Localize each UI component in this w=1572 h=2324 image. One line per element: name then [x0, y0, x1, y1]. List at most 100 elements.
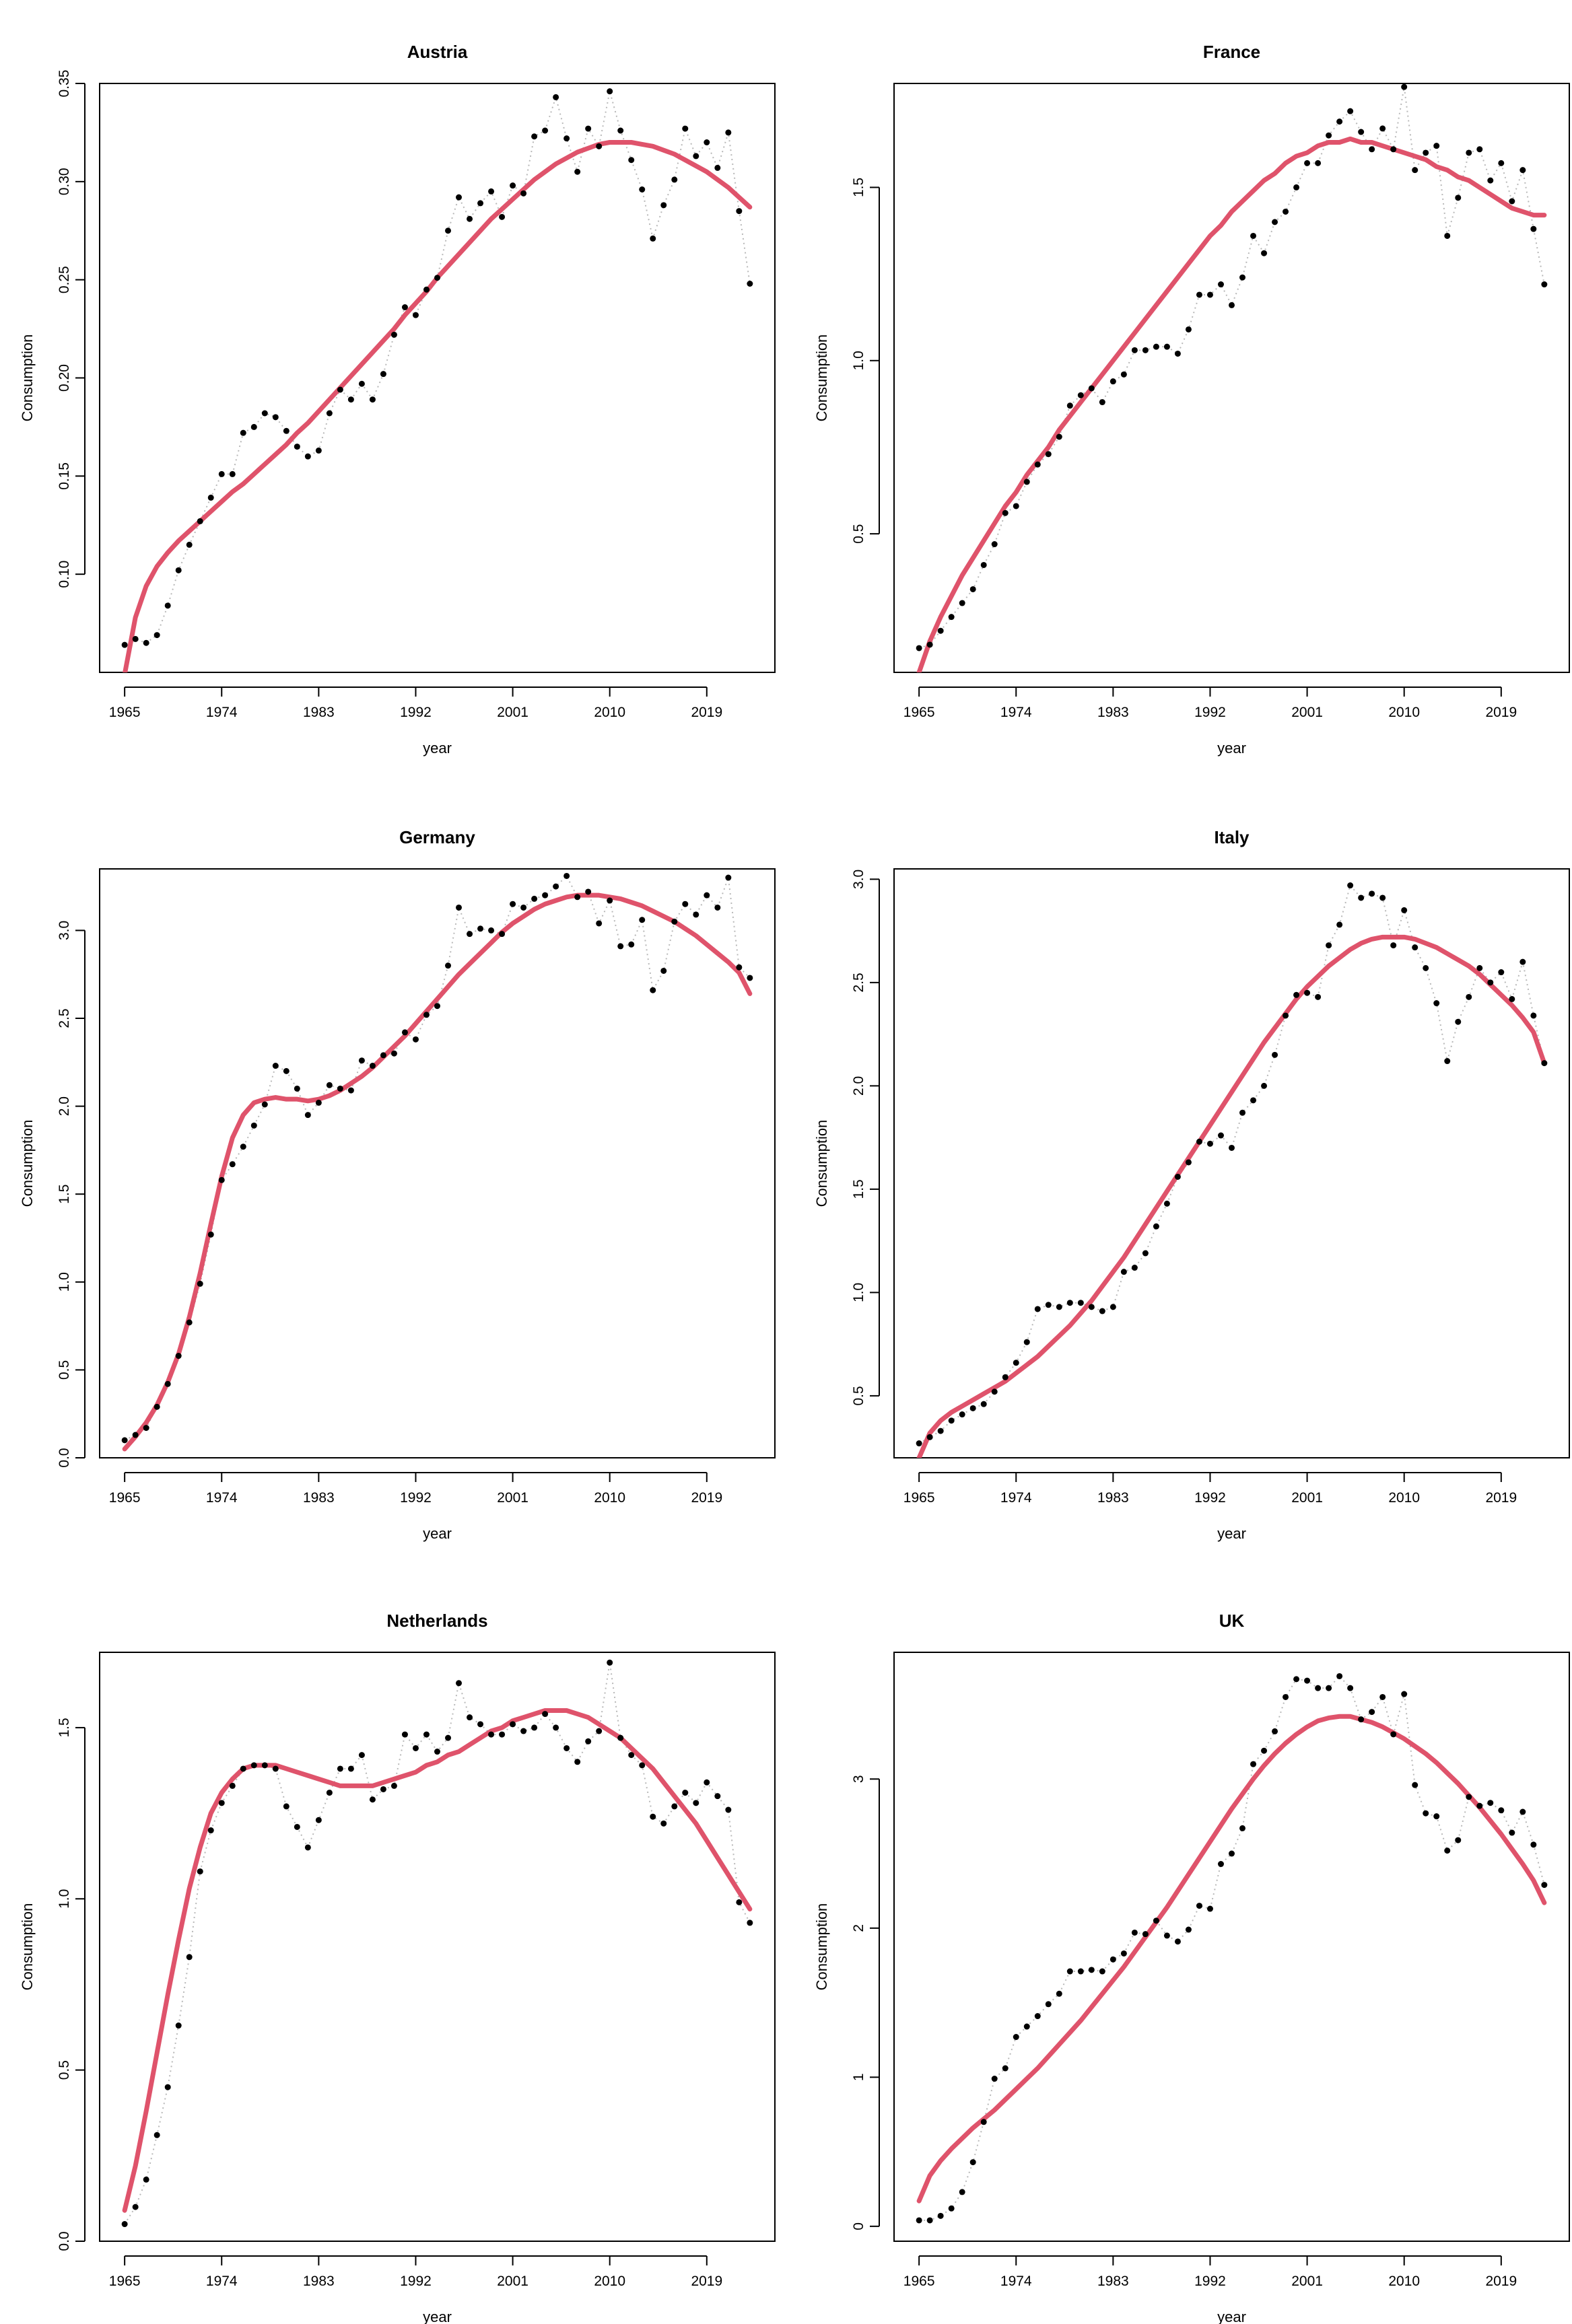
data-point — [456, 1680, 463, 1687]
data-point — [714, 904, 721, 911]
data-point — [1304, 1677, 1311, 1684]
panel-netherlands: Netherlands 1965 1974 1983 1992 2001 2010 2019 y… — [19, 1611, 776, 2324]
data-point — [153, 632, 160, 639]
data-point — [207, 1231, 214, 1238]
x-axis-label: year — [423, 2309, 452, 2324]
x-tick-label: 2001 — [497, 2274, 528, 2289]
plot-frame — [99, 868, 776, 1458]
data-point — [1088, 1304, 1095, 1310]
panel-uk: UK 1965 1974 1983 1992 2001 2010 2019 year 0 1 2 3 Co… — [813, 1611, 1570, 2324]
data-point — [1390, 942, 1397, 949]
data-point — [261, 410, 268, 417]
plot-area — [916, 1672, 1548, 2224]
data-point — [186, 1954, 193, 1961]
data-point — [347, 396, 354, 403]
panel-italy: Italy 1965 1974 1983 1992 2001 2010 2019 year 0.5… — [813, 827, 1570, 1542]
chart-title: Netherlands — [386, 1611, 487, 1631]
data-point — [1379, 125, 1386, 132]
data-point — [1045, 1302, 1052, 1308]
data-point — [1283, 208, 1289, 215]
data-point — [628, 941, 635, 948]
data-point — [488, 1731, 495, 1738]
data-point — [1326, 942, 1332, 949]
y-tick-label: 1.0 — [57, 1889, 72, 1909]
x-tick-label: 1983 — [1097, 1490, 1129, 1506]
data-point — [1530, 1012, 1537, 1019]
data-point — [1293, 184, 1300, 190]
y-tick-label: 2 — [851, 1924, 866, 1932]
data-point — [1013, 1360, 1019, 1366]
x-tick-label: 1965 — [903, 1490, 935, 1506]
data-point — [916, 645, 922, 652]
data-point — [1412, 167, 1419, 174]
y-tick-label: 0.15 — [57, 462, 72, 490]
data-point — [304, 1112, 311, 1119]
data-point — [1315, 1685, 1322, 1691]
data-point — [563, 872, 570, 879]
data-point — [1196, 1138, 1202, 1145]
data-point — [390, 1050, 397, 1057]
data-point — [1034, 1306, 1041, 1312]
x-tick-label: 2019 — [1485, 2274, 1517, 2289]
data-point — [747, 1920, 753, 1926]
y-tick-label: 3.0 — [57, 921, 72, 940]
data-point — [412, 1745, 419, 1751]
data-point — [617, 1734, 624, 1741]
data-point — [229, 1161, 236, 1168]
data-point — [1013, 503, 1019, 509]
data-point — [218, 1800, 225, 1806]
data-point — [1466, 149, 1472, 156]
data-point — [1444, 1058, 1451, 1065]
data-point — [380, 371, 386, 378]
data-point — [1412, 1782, 1419, 1788]
data-point — [294, 444, 300, 450]
x-tick-label: 2019 — [691, 705, 722, 720]
y-tick-label: 2.5 — [851, 973, 866, 992]
y-axis-label: Consumption — [813, 1903, 830, 1991]
data-point — [283, 1803, 289, 1810]
data-point — [477, 200, 484, 207]
data-point — [315, 447, 322, 454]
data-point — [1023, 1339, 1030, 1345]
plot-area — [121, 872, 753, 1452]
data-point — [1131, 1929, 1138, 1936]
x-axis-label: year — [1217, 1525, 1246, 1542]
observed-line — [919, 1675, 1545, 2221]
data-point — [1347, 108, 1354, 114]
data-point — [937, 627, 944, 634]
chart-title: Germany — [399, 827, 475, 847]
data-point — [650, 987, 656, 993]
data-point — [542, 892, 549, 899]
data-point — [1229, 1850, 1235, 1857]
data-point — [1261, 1747, 1268, 1754]
data-point — [1131, 1265, 1138, 1271]
x-tick-label: 1992 — [400, 2274, 432, 2289]
data-point — [1185, 1926, 1192, 1933]
data-point — [1379, 1693, 1386, 1700]
data-point — [1390, 146, 1397, 153]
y-axis: 0.10 0.15 0.20 0.25 0.30 0.35 — [57, 70, 86, 588]
y-tick-label: 0.35 — [57, 70, 72, 98]
data-point — [1455, 1837, 1462, 1843]
y-tick-label: 2.0 — [851, 1076, 866, 1096]
chart-title: UK — [1219, 1611, 1245, 1631]
data-point — [1519, 167, 1526, 174]
x-tick-label: 2019 — [1485, 1490, 1517, 1506]
x-tick-label: 1983 — [1097, 705, 1129, 720]
data-point — [1131, 347, 1138, 353]
data-point — [143, 639, 149, 646]
data-point — [1444, 1847, 1451, 1854]
data-point — [1196, 291, 1202, 298]
data-point — [369, 1063, 376, 1069]
data-point — [628, 157, 635, 164]
data-point — [1099, 1968, 1105, 1975]
data-point — [1120, 1950, 1127, 1957]
data-point — [1423, 149, 1429, 156]
data-point — [736, 964, 743, 971]
data-point — [1293, 1676, 1300, 1683]
y-tick-label: 1.0 — [851, 351, 866, 370]
data-point — [1099, 399, 1105, 406]
y-axis: 0.5 1.0 1.5 2.0 2.5 3.0 — [851, 870, 880, 1405]
data-point — [542, 127, 549, 134]
data-point — [477, 925, 484, 932]
